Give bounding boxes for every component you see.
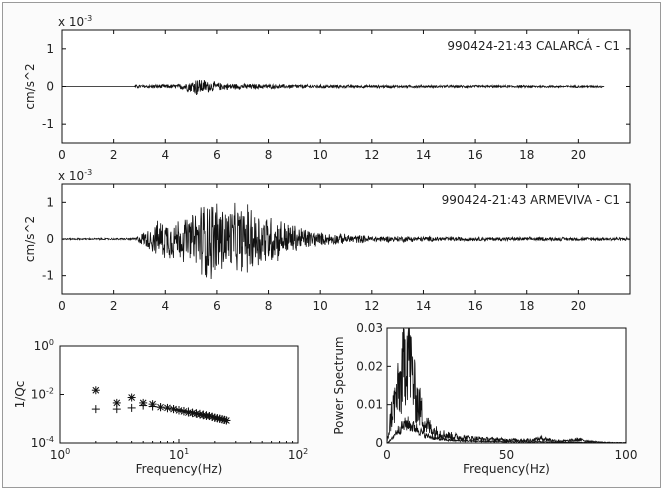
x-tick-label: 16 <box>467 299 482 313</box>
y-tick-label: 1 <box>46 42 54 56</box>
x-axis-label: Frequency(Hz) <box>463 462 550 476</box>
x-tick-label: 20 <box>571 148 586 162</box>
y-tick-label: -1 <box>42 269 54 283</box>
panel-title: 990424-21:43 CALARCÁ - C1 <box>447 38 620 53</box>
x-tick-label: 2 <box>110 299 118 313</box>
y-axis-label: cm/s^2 <box>23 216 37 262</box>
x-tick-label: 14 <box>416 148 431 162</box>
seismogram-trace <box>61 202 631 279</box>
x-tick-label: 0 <box>383 448 391 462</box>
y-tick-label: 0 <box>46 232 54 246</box>
plus-marker <box>169 405 178 414</box>
x-tick-label: 102 <box>288 447 308 462</box>
x-tick-label: 6 <box>213 148 221 162</box>
plus-marker <box>91 405 100 414</box>
plus-marker <box>222 416 231 425</box>
spectrum-trace-secondary <box>386 416 626 444</box>
x-tick-label: 50 <box>499 448 514 462</box>
seismogram-panel-2: 0 2 4 6 8 10 12 14 16 18 2010-1cm/s^2990424-21:43 … <box>23 183 631 313</box>
x-tick-label: 10 <box>313 148 328 162</box>
x-tick-label: 18 <box>519 148 534 162</box>
y-axis-label: cm/s^2 <box>23 63 37 109</box>
x-tick-label: 0 <box>58 299 66 313</box>
plus-marker <box>139 401 148 410</box>
y-tick-label: -1 <box>42 117 54 131</box>
x-tick-label: 100 <box>50 447 70 462</box>
x-tick-label: 8 <box>265 148 273 162</box>
y-tick-label: 0.01 <box>356 398 383 412</box>
y-axis-label: Power Spectrum <box>332 336 346 434</box>
x-tick-label: 12 <box>364 299 379 313</box>
plus-marker <box>156 403 165 412</box>
x-tick-label: 2 <box>110 148 118 162</box>
y-tick-label: 0.03 <box>356 321 383 335</box>
y-tick-label: 0 <box>375 436 383 450</box>
spectrum-panel: 0 50 100 0.03 0.02 0.01 0 Power Spectrum Frequen… <box>332 321 637 476</box>
marker-stroke <box>128 394 135 401</box>
x-tick-label: 12 <box>364 148 379 162</box>
y-tick-label: 10-2 <box>31 387 54 402</box>
plus-marker <box>179 406 188 415</box>
seismogram-trace <box>62 79 605 96</box>
x-tick-label: 16 <box>467 148 482 162</box>
plus-marker <box>112 405 121 414</box>
x-tick-label: 20 <box>571 299 586 313</box>
x-tick-label: 4 <box>161 299 169 313</box>
axis-scale-factor: x 10-3 <box>58 14 92 29</box>
y-tick-label: 0.02 <box>356 359 383 373</box>
x-tick-label: 14 <box>416 299 431 313</box>
x-axis-label: Frequency(Hz) <box>136 462 223 476</box>
x-tick-label: 0 <box>58 148 66 162</box>
plus-marker <box>192 409 201 418</box>
y-axis-label: 1/Qc <box>13 381 27 409</box>
x-tick-label: 10 <box>313 299 328 313</box>
x-tick-label: 8 <box>265 299 273 313</box>
seismogram-panel-1: 0 2 4 6 8 10 12 14 16 18 2010-1cm/s^2990424-21:43 … <box>23 29 631 162</box>
y-tick-label: 10-4 <box>31 435 54 450</box>
plus-marker <box>184 407 193 416</box>
axis-scale-factor: x 10-3 <box>58 168 92 183</box>
y-tick-label: 1 <box>46 195 54 209</box>
x-tick-label: 18 <box>519 299 534 313</box>
plus-marker <box>220 415 229 424</box>
plus-marker <box>148 402 157 411</box>
x-tick-label: 101 <box>169 447 189 462</box>
star-marker <box>91 386 100 395</box>
plus-marker <box>188 408 197 417</box>
plot-axes <box>59 345 299 444</box>
plus-marker <box>195 409 204 418</box>
qc-panel: 1/Qc Frequency(Hz) <box>13 345 299 476</box>
x-tick-label: 100 <box>615 448 638 462</box>
x-tick-label: 6 <box>213 299 221 313</box>
panel-title: 990424-21:43 ARMEVIVA - C1 <box>442 193 620 207</box>
y-tick-label: 100 <box>34 338 54 353</box>
plus-marker <box>175 405 183 414</box>
plus-marker <box>163 404 172 413</box>
x-tick-label: 4 <box>161 148 169 162</box>
marker-stroke <box>113 399 121 407</box>
y-tick-label: 0 <box>46 80 54 94</box>
plus-marker <box>127 403 136 412</box>
marker-stroke <box>92 386 100 394</box>
star-marker <box>127 393 136 402</box>
